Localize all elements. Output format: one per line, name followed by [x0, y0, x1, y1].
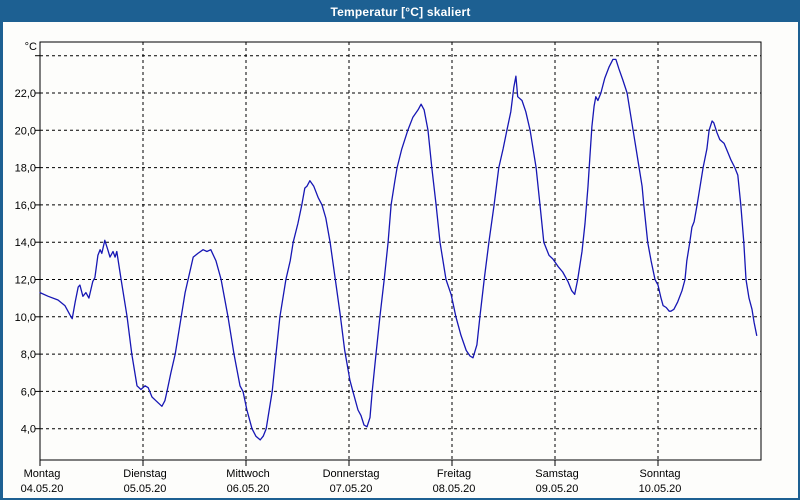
y-axis-tick-label: 16,0	[15, 200, 36, 212]
plot-border	[39, 41, 762, 461]
x-axis-day-label: Mittwoch	[226, 468, 269, 480]
x-axis-date-label: 06.05.20	[227, 483, 270, 495]
y-axis-tick-label: 6,0	[21, 386, 36, 398]
x-axis-day-label: Donnerstag	[323, 468, 380, 480]
y-axis-tick-label: 12,0	[15, 275, 36, 287]
y-axis-tick-label: 4,0	[21, 424, 36, 436]
temperature-line	[39, 58, 758, 441]
y-axis-tick-label: 18,0	[15, 163, 36, 175]
x-axis-day-label: Samstag	[535, 468, 578, 480]
y-axis-tick-label: 10,0	[15, 312, 36, 324]
x-axis-date-label: 07.05.20	[330, 483, 373, 495]
x-axis-day-label: Dienstag	[123, 468, 166, 480]
y-axis-tick-label: 8,0	[21, 349, 36, 361]
x-axis-day-label: Freitag	[437, 468, 471, 480]
x-axis-date-label: 09.05.20	[536, 483, 579, 495]
x-axis-date-label: 04.05.20	[21, 483, 64, 495]
window-title-bar: Temperatur [°C] skaliert	[2, 1, 799, 22]
x-axis-date-label: 10.05.20	[639, 483, 682, 495]
chart-area: 22,0 20,0 18,0 16,0 14,0 12,0 10,0 8,0 6,0 4,0 °C M…	[3, 2, 798, 498]
y-axis-tick-label: 14,0	[15, 237, 36, 249]
y-axis-unit-label: °C	[25, 41, 37, 53]
x-axis-date-label: 08.05.20	[433, 483, 476, 495]
x-axis-day-label: Montag	[24, 468, 61, 480]
y-axis-tick-label: 20,0	[15, 125, 36, 137]
window-title: Temperatur [°C] skaliert	[330, 4, 471, 19]
x-axis-date-label: 05.05.20	[124, 483, 167, 495]
y-axis-tick-label: 22,0	[15, 88, 36, 100]
x-axis-day-label: Sonntag	[640, 468, 681, 480]
